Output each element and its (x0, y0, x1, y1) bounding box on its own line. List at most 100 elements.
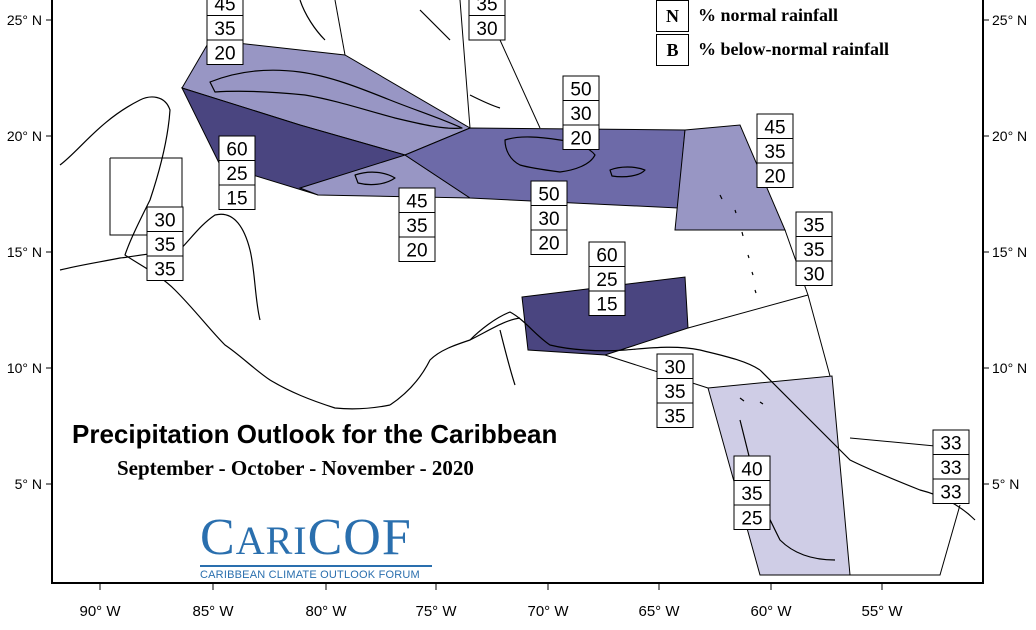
lat-label-15n-left: 15° N (7, 244, 42, 260)
prob-cell-bg (530, 229, 568, 255)
prob-cell-value: 45 (764, 118, 785, 139)
prob-cell-value: 30 (570, 104, 591, 125)
latitude-labels-left: 25° N 20° N 15° N 10° N 5° N (7, 12, 42, 492)
prob-cell-value: 30 (476, 19, 497, 40)
prob-cell-bg (795, 211, 833, 237)
map-subtitle: September - October - November - 2020 (117, 456, 474, 480)
prob-cell-bg (588, 266, 626, 292)
prob-cell-value: 30 (154, 211, 175, 232)
prob-cell-bg (588, 290, 626, 316)
prob-cell-value: 33 (940, 458, 961, 479)
prob-cell-bg (398, 187, 436, 213)
legend-key-below: B (656, 34, 689, 66)
prob-cell-value: 30 (664, 358, 685, 379)
prob-cell-bg (562, 124, 600, 150)
prob-cell-value: 35 (803, 240, 824, 261)
prob-cell-value: 33 (940, 483, 961, 504)
logo-wordmark: CARICOF (200, 512, 440, 564)
prob-cell-value: 20 (764, 167, 785, 188)
prob-box-abc-islands: 60 25 15 (588, 241, 626, 316)
prob-cell-bg (733, 504, 771, 530)
prob-cell-bg (588, 241, 626, 267)
lat-label-25n-right: 25° N (992, 12, 1027, 28)
prob-cell-value: 35 (764, 142, 785, 163)
prob-cell-bg (562, 100, 600, 126)
prob-box-hispaniola-south: 50 30 20 (530, 180, 568, 255)
prob-cell-bg (218, 184, 256, 210)
prob-cell-value: 35 (476, 0, 497, 16)
prob-cell-bg (218, 160, 256, 186)
lat-label-5n-left: 5° N (15, 476, 42, 492)
lat-ticks-right (983, 19, 989, 485)
prob-box-jamaica-cuba-west: 60 25 15 (218, 135, 256, 210)
legend-text-normal: % normal rainfall (698, 5, 838, 25)
lon-ticks (99, 583, 883, 590)
logo-subtext: CARIBBEAN CLIMATE OUTLOOK FORUM (200, 569, 420, 581)
prob-cell-bg (656, 402, 694, 428)
prob-cell-value: 35 (154, 260, 175, 281)
prob-cell-bg (932, 454, 970, 480)
prob-cell-value: 35 (406, 216, 427, 237)
prob-cell-bg (146, 231, 184, 257)
prob-cell-value: 25 (596, 270, 617, 291)
prob-cell-bg (733, 455, 771, 481)
lat-label-5n-right: 5° N (992, 476, 1019, 492)
prob-cell-value: 30 (538, 209, 559, 230)
prob-cell-value: 45 (406, 192, 427, 213)
latitude-labels-right: 25° N 20° N 15° N 10° N 5° N (992, 12, 1027, 492)
lat-ticks-left (46, 19, 52, 485)
lon-label-60w: 60° W (750, 603, 792, 620)
prob-cell-value: 35 (664, 407, 685, 428)
prob-cell-value: 30 (803, 265, 824, 286)
prob-cell-bg (146, 255, 184, 281)
prob-cell-value: 35 (214, 19, 235, 40)
prob-box-cuba-top: 45 35 20 (206, 0, 244, 65)
lon-label-55w: 55° W (861, 603, 903, 620)
prob-box-leeward-islands: 45 35 20 (756, 113, 794, 188)
prob-cell-value: 60 (226, 140, 247, 161)
lon-label-90w: 90° W (79, 603, 121, 620)
prob-box-belize: 30 35 35 (146, 206, 184, 281)
lat-label-20n-right: 20° N (992, 128, 1027, 144)
outlook-regions (181, 39, 851, 576)
prob-cell-bg (218, 135, 256, 161)
prob-cell-value: 35 (664, 382, 685, 403)
lon-label-80w: 80° W (305, 603, 347, 620)
lon-label-70w: 70° W (527, 603, 569, 620)
prob-cell-bg (795, 236, 833, 262)
prob-cell-bg (530, 205, 568, 231)
prob-cell-value: 35 (741, 484, 762, 505)
prob-cell-value: 60 (596, 246, 617, 267)
legend-text-below: % below-normal rainfall (698, 39, 889, 59)
prob-cell-bg (656, 353, 694, 379)
prob-cell-bg (795, 260, 833, 286)
prob-cell-value: 15 (596, 295, 617, 316)
prob-box-jamaica-south: 45 35 20 (398, 187, 436, 262)
prob-cell-bg (206, 15, 244, 41)
lon-label-75w: 75° W (415, 603, 457, 620)
longitude-labels: 90° W 85° W 80° W 75° W 70° W 65° W 60° … (79, 603, 903, 620)
prob-cell-bg (733, 480, 771, 506)
prob-cell-value: 25 (741, 509, 762, 530)
lon-label-65w: 65° W (638, 603, 680, 620)
prob-cell-bg (562, 75, 600, 101)
lat-label-25n-left: 25° N (7, 12, 42, 28)
prob-cell-bg (398, 236, 436, 262)
logo-letter-c: C (200, 509, 236, 566)
legend-key-normal: N (656, 0, 689, 32)
prob-cell-value: 33 (940, 434, 961, 455)
prob-cell-bg (206, 39, 244, 65)
prob-cell-bg (932, 478, 970, 504)
prob-box-suriname-guiana: 33 33 33 (932, 429, 970, 504)
lat-label-15n-right: 15° N (992, 244, 1027, 260)
prob-cell-value: 35 (803, 216, 824, 237)
prob-cell-value: 50 (538, 185, 559, 206)
prob-cell-value: 20 (538, 234, 559, 255)
prob-box-trinidad: 30 35 35 (656, 353, 694, 428)
logo-letters-ari: ARI (235, 518, 308, 563)
map-title: Precipitation Outlook for the Caribbean (72, 419, 558, 449)
prob-cell-bg (932, 429, 970, 455)
prob-cell-value: 35 (154, 235, 175, 256)
